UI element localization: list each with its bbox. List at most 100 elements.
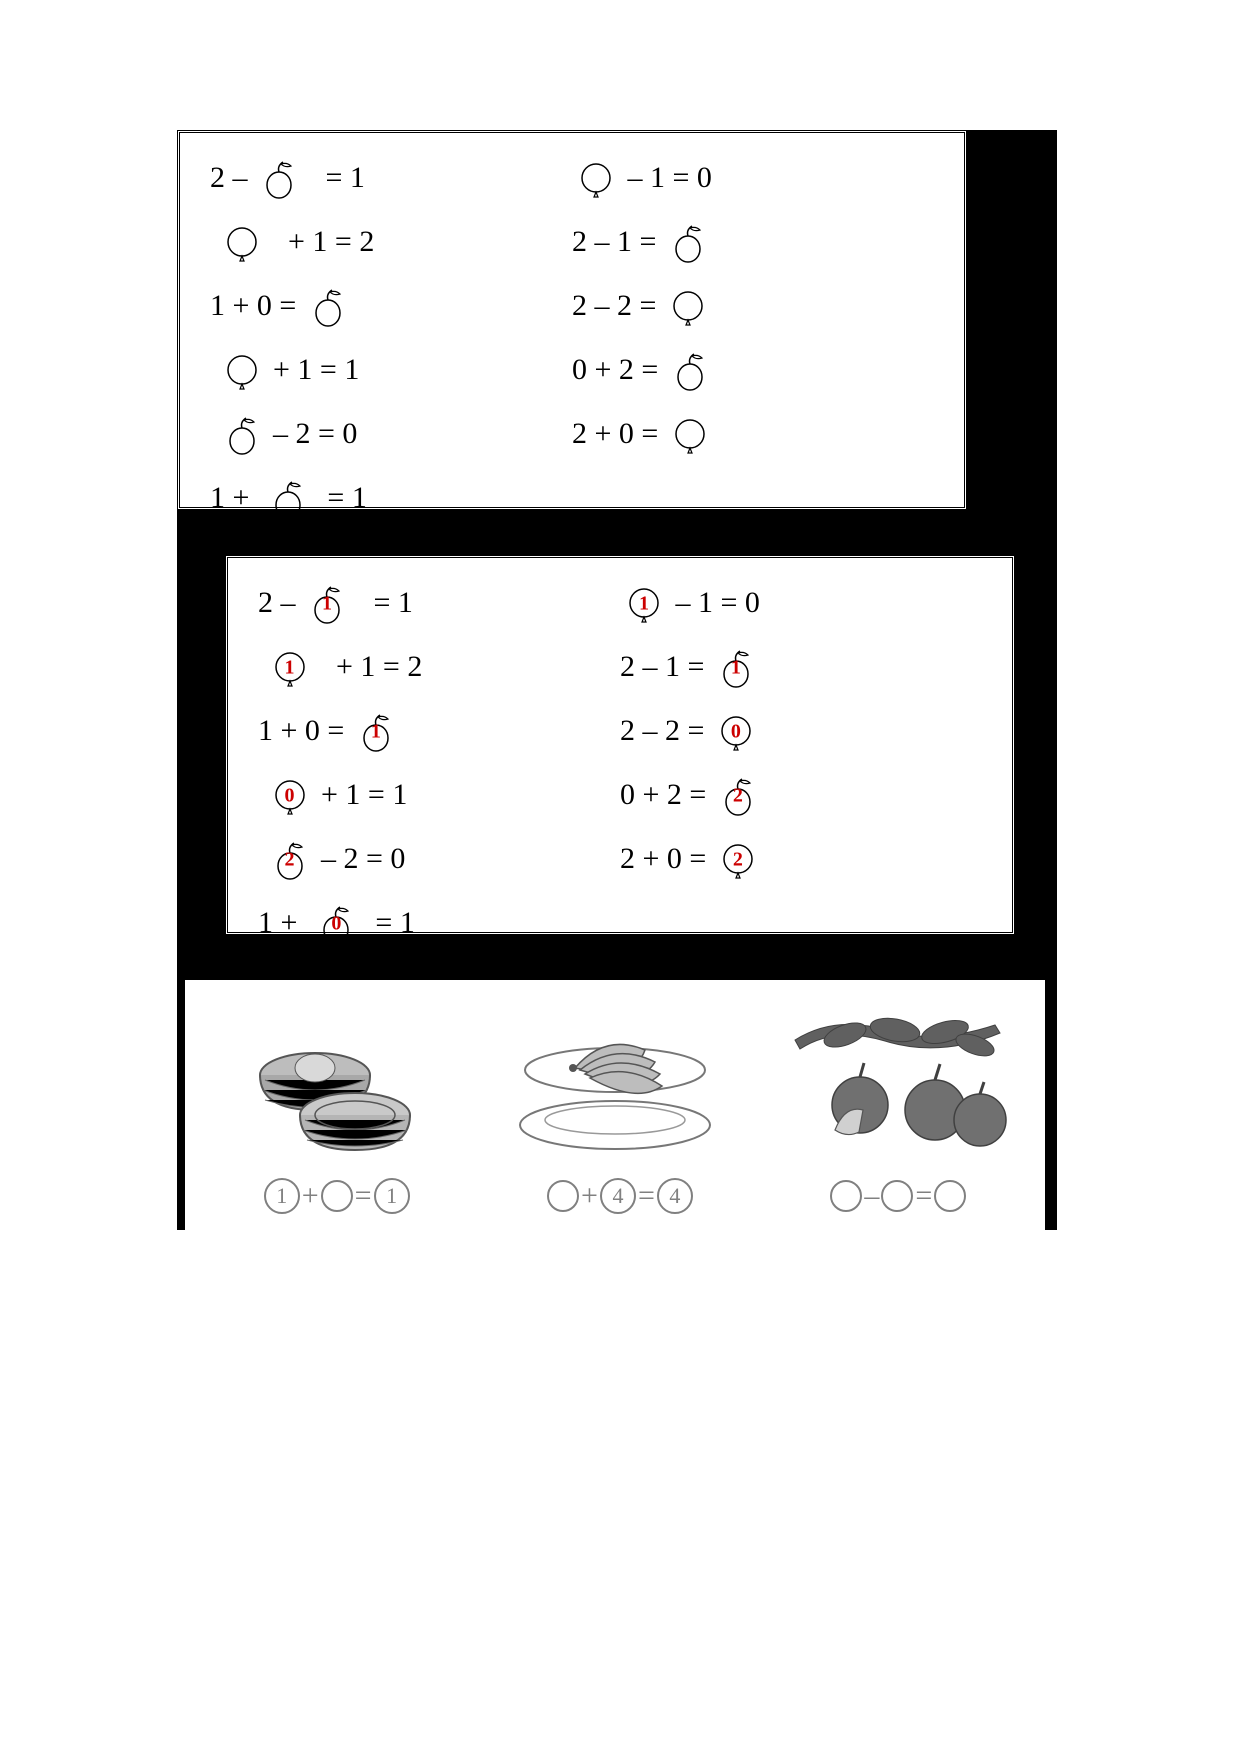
operator: = bbox=[915, 1179, 932, 1213]
apple-icon: 1 bbox=[307, 583, 347, 623]
apple-icon bbox=[259, 158, 299, 198]
panel1-left-col: 2 – = 1 + 1 = 21 + 0 = + 1 = 1 – 2 = 01 … bbox=[210, 153, 572, 523]
answer-value: 0 bbox=[331, 913, 341, 936]
answer-value: 1 bbox=[731, 657, 741, 680]
answer-value: 2 bbox=[733, 849, 743, 872]
panel1-equation: 2 – 2 = bbox=[572, 281, 934, 331]
apple-icon bbox=[222, 414, 262, 454]
equation-text: 2 – bbox=[210, 161, 255, 195]
apple-icon: 2 bbox=[270, 839, 310, 879]
bottom-equation-row: 1 + = 1 + 4 = 4 – = bbox=[185, 1160, 1045, 1224]
equation-text: 1 + bbox=[258, 906, 312, 940]
panel1-equation: + 1 = 1 bbox=[210, 345, 572, 395]
equation-text: 1 + 0 = bbox=[210, 289, 304, 323]
equation-text bbox=[258, 778, 266, 812]
fruits-branch-image bbox=[755, 1010, 1035, 1160]
equation-panel-blank: 2 – = 1 + 1 = 21 + 0 = + 1 = 1 – 2 = 01 … bbox=[177, 130, 967, 510]
equation-text: = 1 bbox=[351, 586, 413, 620]
panel1-equation: 2 + 0 = bbox=[572, 409, 934, 459]
operator: = bbox=[638, 1179, 655, 1213]
panel2-equation: 2 – 2 = 0 bbox=[620, 706, 982, 756]
equation-text: = 1 bbox=[303, 161, 365, 195]
circled-number: 4 bbox=[657, 1178, 693, 1214]
panel1-right-col: – 1 = 0 2 – 1 = 2 – 2 = 0 + 2 = 2 + 0 = bbox=[572, 153, 934, 523]
equation-text: – 1 = 0 bbox=[620, 161, 712, 195]
equation-text: + 1 = 1 bbox=[314, 778, 408, 812]
operator: = bbox=[355, 1179, 372, 1213]
answer-value: 2 bbox=[733, 785, 743, 808]
equation-text bbox=[258, 842, 266, 876]
balloon-icon: 1 bbox=[270, 647, 310, 687]
operator: + bbox=[581, 1179, 598, 1213]
equation-text: 0 + 2 = bbox=[620, 778, 714, 812]
apple-icon: 1 bbox=[356, 711, 396, 751]
apple-icon bbox=[670, 350, 710, 390]
balloon-icon: 2 bbox=[718, 839, 758, 879]
panel2-equation: 2 – 1 = 1 bbox=[258, 578, 620, 628]
equation-panel-answered: 2 – 1 = 1 1 + 1 = 2 1 + 0 = 1 0 + 1 = 1 2… bbox=[225, 555, 1015, 935]
equation-text bbox=[210, 417, 218, 451]
balloon-icon bbox=[222, 350, 262, 390]
blank-circle bbox=[321, 1180, 353, 1212]
balloon-icon bbox=[222, 222, 262, 262]
equation-text: – 2 = 0 bbox=[314, 842, 406, 876]
panel1-equation: 0 + 2 = bbox=[572, 345, 934, 395]
bottom-equation: 1 + = 1 bbox=[264, 1178, 410, 1214]
equation-text bbox=[210, 225, 218, 259]
equation-text: – 2 = 0 bbox=[266, 417, 358, 451]
blank-circle bbox=[881, 1180, 913, 1212]
blank-circle bbox=[830, 1180, 862, 1212]
panel1-equation: 2 – 1 = bbox=[572, 217, 934, 267]
balloon-icon bbox=[576, 158, 616, 198]
bottom-equation: + 4 = 4 bbox=[547, 1178, 693, 1214]
equation-text: 2 – bbox=[258, 586, 303, 620]
panel1-equation: + 1 = 2 bbox=[210, 217, 572, 267]
answer-value: 1 bbox=[322, 593, 332, 616]
panel2-equation: 2 + 0 = 2 bbox=[620, 834, 982, 884]
apple-icon bbox=[268, 478, 308, 518]
equation-text: 2 – 1 = bbox=[572, 225, 664, 259]
answer-value: 0 bbox=[731, 721, 741, 744]
panel2-equation: 2 – 1 = 1 bbox=[620, 642, 982, 692]
panel2-equation: 0 + 2 = 2 bbox=[620, 770, 982, 820]
panel1-equation: 1 + = 1 bbox=[210, 473, 572, 523]
balloon-icon bbox=[670, 414, 710, 454]
operator: + bbox=[302, 1179, 319, 1213]
panel2-equation: 1 + 0 = 1 bbox=[258, 706, 620, 756]
panel2-equation: 1 + 1 = 2 bbox=[258, 642, 620, 692]
panel2-equation: 1 – 1 = 0 bbox=[620, 578, 982, 628]
equation-text: 1 + bbox=[210, 481, 264, 515]
bananas-image bbox=[475, 1020, 755, 1160]
circled-number: 1 bbox=[264, 1178, 300, 1214]
blank-circle bbox=[547, 1180, 579, 1212]
panel1-equation: – 2 = 0 bbox=[210, 409, 572, 459]
equation-text: 2 – 1 = bbox=[620, 650, 712, 684]
equation-text: 0 + 2 = bbox=[572, 353, 666, 387]
equation-text: + 1 = 2 bbox=[266, 225, 375, 259]
answer-value: 2 bbox=[285, 849, 295, 872]
equation-text: 1 + 0 = bbox=[258, 714, 352, 748]
panel2-equation: 1 + 0 = 1 bbox=[258, 898, 620, 948]
circled-number: 1 bbox=[374, 1178, 410, 1214]
answer-value: 0 bbox=[285, 785, 295, 808]
panel1-equation: 1 + 0 = bbox=[210, 281, 572, 331]
equation-text: + 1 = 1 bbox=[266, 353, 360, 387]
blank-circle bbox=[934, 1180, 966, 1212]
balloon-icon bbox=[668, 286, 708, 326]
equation-text: = 1 bbox=[360, 906, 414, 940]
apple-icon: 0 bbox=[316, 903, 356, 943]
answer-value: 1 bbox=[285, 657, 295, 680]
circled-number: 4 bbox=[600, 1178, 636, 1214]
equation-text: + 1 = 2 bbox=[314, 650, 423, 684]
balloon-icon: 0 bbox=[270, 775, 310, 815]
panel2-right-col: 1 – 1 = 02 – 1 = 12 – 2 = 00 + 2 = 22 + … bbox=[620, 578, 982, 948]
bottom-equation: – = bbox=[830, 1178, 966, 1214]
worksheet-page: 2 – = 1 + 1 = 21 + 0 = + 1 = 1 – 2 = 01 … bbox=[0, 0, 1240, 1754]
operator: – bbox=[864, 1179, 879, 1213]
panel1-equation: – 1 = 0 bbox=[572, 153, 934, 203]
apple-icon bbox=[668, 222, 708, 262]
picture-equation-panel: 1 + = 1 + 4 = 4 – = bbox=[185, 980, 1045, 1230]
baskets-image bbox=[195, 1020, 475, 1160]
panel2-equation: 2 – 2 = 0 bbox=[258, 834, 620, 884]
equation-text: 2 – 2 = bbox=[620, 714, 712, 748]
